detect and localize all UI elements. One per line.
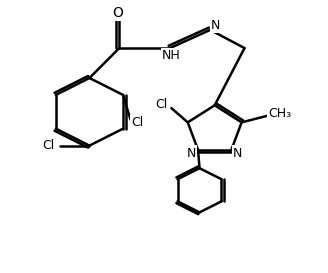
Text: Cl: Cl (131, 116, 143, 129)
Text: N: N (211, 19, 220, 32)
Text: Cl: Cl (42, 139, 54, 152)
Text: O: O (113, 6, 123, 20)
Text: N: N (187, 147, 196, 160)
Text: NH: NH (162, 49, 181, 62)
Text: Cl: Cl (156, 99, 168, 111)
Text: N: N (233, 147, 243, 160)
Text: CH₃: CH₃ (268, 107, 291, 120)
